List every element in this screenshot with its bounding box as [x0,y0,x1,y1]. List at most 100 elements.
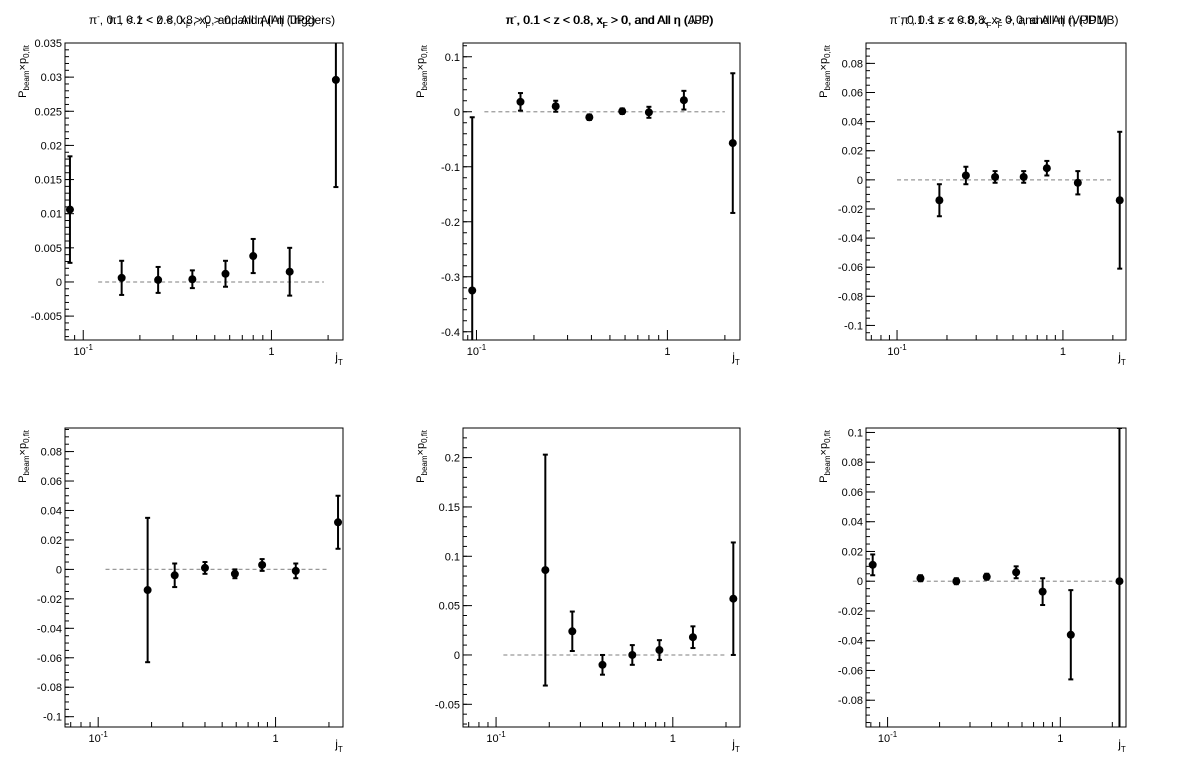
y-tick-label: 0.15 [439,502,460,514]
y-tick-label: -0.04 [838,636,863,648]
data-point [689,633,697,641]
data-point [1074,179,1082,187]
y-tick-label: 0.06 [842,487,863,499]
y-tick-label: 0.06 [41,476,62,488]
data-point [991,173,999,181]
plot-frame [65,43,343,340]
y-tick-label: -0.06 [37,653,62,665]
data-point [468,287,476,295]
x-axis-label: jT [731,350,740,367]
data-series [66,0,340,296]
data-point [1115,577,1123,585]
plot-frame [463,428,740,727]
y-tick-label: -0.04 [37,623,62,635]
data-point [680,96,688,104]
x-tick-label: 1 [268,346,274,358]
x-axis-label: jT [731,737,740,754]
data-series [468,73,737,464]
panel-2: π-, 0.1 < z < 0.8, xF > 0, and All η (JP… [415,12,740,464]
x-tick-label: 1 [1060,346,1066,358]
data-point [154,276,162,284]
data-point [1020,173,1028,181]
y-tick-label: -0.06 [838,665,863,677]
y-tick-label: 0.005 [34,243,62,255]
panel-1: π-, 0.1 < z < 0.8, xF > 0, and All η (Al… [17,0,343,367]
figure-canvas: π-, 0.1 < z < 0.8, xF > 0, and All η (Al… [0,0,1196,772]
y-axis-label: Pbeam×p0,fit [818,429,832,483]
panel-5: π-, 0.1 < z < 0.8, xF > 0, and All η (AJ… [415,12,740,754]
y-tick-label: 0.1 [848,427,863,439]
data-series [541,455,737,686]
y-tick-label: 0.04 [842,517,863,529]
data-point [598,661,606,669]
data-point [231,570,239,578]
x-axis-label: jT [334,350,343,367]
data-point [541,566,549,574]
x-tick-label: 1 [664,346,670,358]
data-point [645,108,653,116]
y-tick-label: 0.015 [34,175,62,187]
y-tick-label: -0.1 [43,712,62,724]
data-point [249,252,257,260]
data-point [729,595,737,603]
y-tick-label: 0.025 [34,106,62,118]
y-tick-label: -0.02 [37,594,62,606]
y-axis-label: Pbeam×p0,fit [415,429,429,483]
data-point [334,518,342,526]
data-point [144,586,152,594]
data-point [952,577,960,585]
data-series [144,496,342,662]
y-tick-label: 0 [857,175,863,187]
x-tick-label: 1 [670,733,676,745]
y-tick-label: 0.02 [41,140,62,152]
x-tick-label: 10-1 [878,730,898,745]
y-tick-label: 0.02 [41,535,62,547]
x-tick-label: 10-1 [74,343,94,358]
data-point [188,275,196,283]
x-tick-label: 10-1 [88,730,108,745]
chart-title: π-, 0.1 < z < 0.8, xF > 0, and All η (AJ… [505,12,713,30]
y-tick-label: -0.04 [838,233,863,245]
y-tick-label: -0.08 [838,291,863,303]
data-point [66,206,74,214]
x-axis-label: jT [334,737,343,754]
panel-3: π-, 0.1 < z < 0.8, xF > 0, and All η (JP… [818,12,1126,367]
x-tick-label: 10-1 [486,730,506,745]
y-tick-label: 0.1 [445,551,460,563]
y-axis-label: Pbeam×p0,fit [415,44,429,98]
x-axis-label: jT [1117,350,1126,367]
y-tick-label: -0.2 [441,217,460,229]
y-tick-label: -0.02 [838,204,863,216]
data-point [618,107,626,115]
y-tick-label: 0.02 [842,546,863,558]
data-point [729,139,737,147]
y-tick-label: -0.4 [441,327,460,339]
data-point [286,268,294,276]
data-point [171,571,179,579]
y-tick-label: -0.05 [435,699,460,711]
data-point [1039,588,1047,596]
plot-frame [866,43,1126,340]
data-series [869,428,1124,734]
data-point [983,573,991,581]
plot-frame [866,428,1126,727]
data-point [655,646,663,654]
y-tick-label: 0.2 [445,453,460,465]
data-point [585,113,593,121]
y-tick-label: -0.3 [441,272,460,284]
y-tick-label: 0.08 [842,58,863,70]
data-point [292,567,300,575]
chart-title: π-, 0.1 < z < 0.8, xF > 0, and All η (JP… [109,12,316,30]
data-point [1116,196,1124,204]
data-point [568,627,576,635]
y-axis-label: Pbeam×p0,fit [818,44,832,98]
data-point [628,651,636,659]
data-point [221,270,229,278]
y-tick-label: 0 [56,564,62,576]
data-point [1012,568,1020,576]
panel-4: π-, 0.1 < z < 0.8, xF > 0, and All η (JP… [17,12,343,754]
y-tick-label: 0.04 [842,117,863,129]
data-point [1067,631,1075,639]
y-tick-label: 0.035 [34,38,62,50]
y-tick-label: -0.1 [441,162,460,174]
